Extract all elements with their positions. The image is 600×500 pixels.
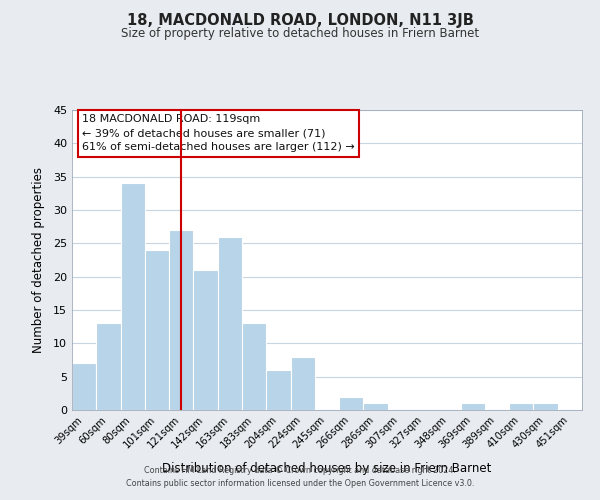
- Bar: [72, 364, 96, 410]
- Bar: [145, 250, 169, 410]
- Bar: [533, 404, 558, 410]
- Bar: [121, 184, 145, 410]
- Bar: [364, 404, 388, 410]
- Bar: [290, 356, 315, 410]
- Bar: [242, 324, 266, 410]
- Bar: [509, 404, 533, 410]
- Bar: [169, 230, 193, 410]
- Text: 18 MACDONALD ROAD: 119sqm
← 39% of detached houses are smaller (71)
61% of semi-: 18 MACDONALD ROAD: 119sqm ← 39% of detac…: [82, 114, 355, 152]
- Text: Contains HM Land Registry data © Crown copyright and database right 2024.
Contai: Contains HM Land Registry data © Crown c…: [126, 466, 474, 487]
- X-axis label: Distribution of detached houses by size in Friern Barnet: Distribution of detached houses by size …: [163, 462, 491, 474]
- Bar: [218, 236, 242, 410]
- Bar: [461, 404, 485, 410]
- Text: 18, MACDONALD ROAD, LONDON, N11 3JB: 18, MACDONALD ROAD, LONDON, N11 3JB: [127, 12, 473, 28]
- Bar: [266, 370, 290, 410]
- Bar: [193, 270, 218, 410]
- Y-axis label: Number of detached properties: Number of detached properties: [32, 167, 44, 353]
- Bar: [339, 396, 364, 410]
- Bar: [96, 324, 121, 410]
- Text: Size of property relative to detached houses in Friern Barnet: Size of property relative to detached ho…: [121, 28, 479, 40]
